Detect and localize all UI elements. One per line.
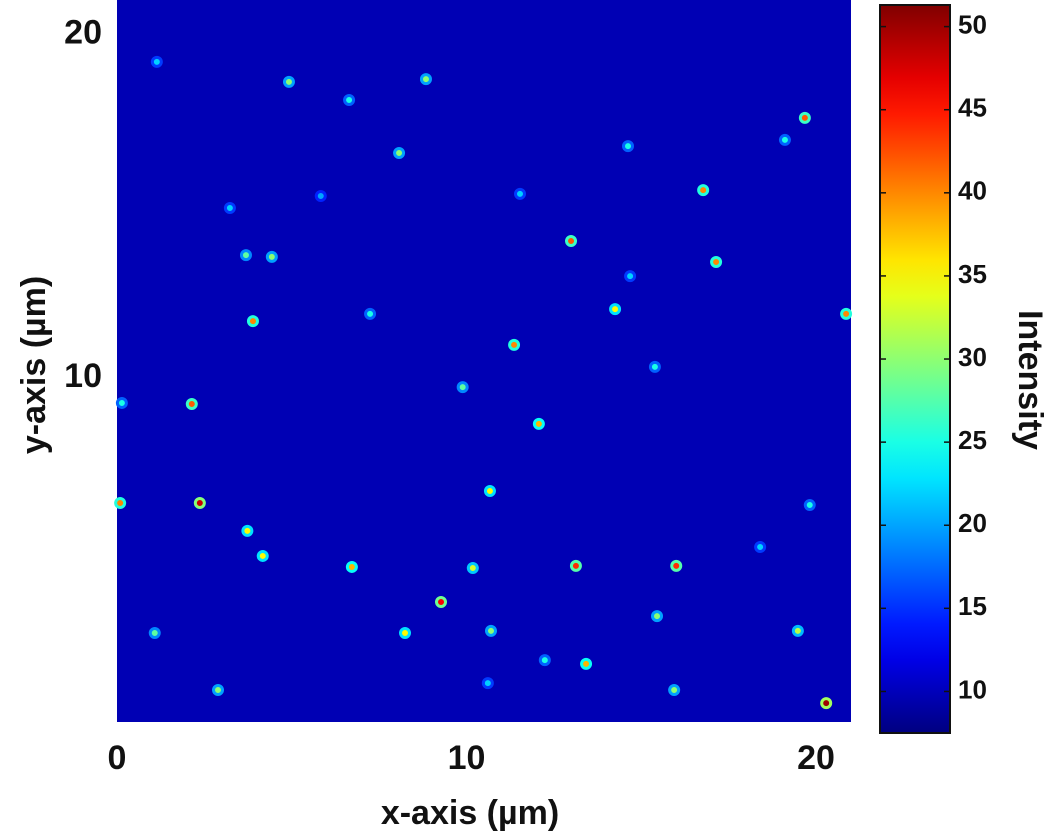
spot [710,255,723,268]
spot [466,561,479,574]
colorbar-label: Intensity [1011,310,1049,450]
spot [840,307,853,320]
y-tick-label: 10 [64,357,102,395]
spot [484,624,497,637]
spot [239,249,252,262]
spot [569,559,582,572]
spot [435,596,448,609]
x-tick-label: 0 [108,739,127,777]
spot [456,381,469,394]
spot [114,496,127,509]
spot [148,626,161,639]
spot [648,360,661,373]
spot [223,202,236,215]
spot [668,684,681,697]
spot [345,560,358,573]
spot [314,189,327,202]
spot [514,187,527,200]
spot [651,610,664,623]
spot [565,235,578,248]
spot [803,499,816,512]
spot [508,338,521,351]
spot [343,94,356,107]
spot [580,657,593,670]
spot [624,270,637,283]
spot [778,133,791,146]
spot [185,397,198,410]
colorbar-tick-label: 15 [958,591,987,621]
spot [483,484,496,497]
colorbar-tick-label: 10 [958,674,987,704]
spot [150,55,163,68]
spot [609,303,622,316]
x-tick-label: 20 [797,739,835,777]
spot [193,496,206,509]
spot [754,541,767,554]
spot [265,250,278,263]
spot [364,307,377,320]
spot [697,184,710,197]
plot-background [117,0,851,722]
x-axis-label: x-axis (µm) [381,794,559,832]
spot [670,559,683,572]
spot [115,396,128,409]
spot [393,146,406,159]
spot [399,626,412,639]
spot [798,111,811,124]
spot [481,677,494,690]
spot [791,624,804,637]
x-tick-label: 10 [448,739,486,777]
colorbar-tick-label: 40 [958,176,987,206]
spot [256,549,269,562]
y-tick-label: 20 [64,13,102,51]
colorbar-tick-label: 50 [958,9,987,39]
spot [538,654,551,667]
spots [114,55,853,710]
y-axis-label: y-axis (µm) [15,276,53,454]
colorbar-tick-label: 20 [958,508,987,538]
spot [241,524,254,537]
spot [212,684,225,697]
spot [246,315,259,328]
spot [820,697,833,710]
spot [532,417,545,430]
colorbar-tick-label: 25 [958,425,987,455]
colorbar-tick-label: 35 [958,259,987,289]
colorbar [879,4,951,734]
colorbar-tick-label: 45 [958,93,987,123]
spot [622,140,635,153]
spot [282,75,295,88]
colorbar-tick-label: 30 [958,342,987,372]
spot [419,73,432,86]
